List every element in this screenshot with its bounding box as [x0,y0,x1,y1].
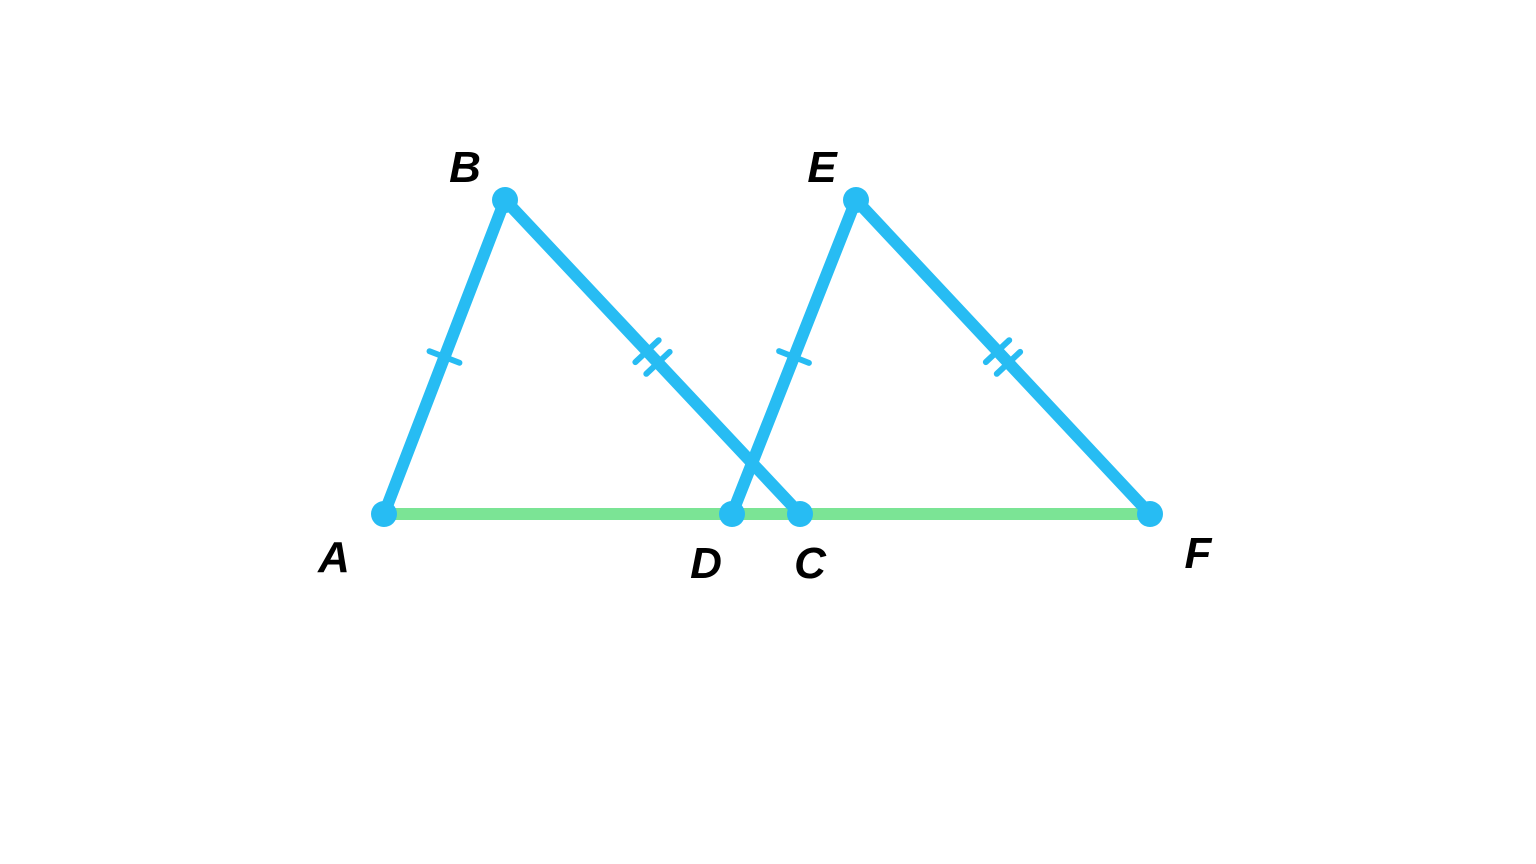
label-C: C [794,539,826,589]
point-C [787,501,813,527]
point-D [719,501,745,527]
point-F [1137,501,1163,527]
geometry-diagram [0,0,1536,864]
point-E [843,187,869,213]
label-F: F [1185,529,1212,579]
label-E: E [807,143,836,193]
point-A [371,501,397,527]
point-B [492,187,518,213]
label-A: A [318,533,350,583]
edge-E-F [856,200,1150,514]
label-B: B [449,143,481,193]
label-D: D [690,539,722,589]
